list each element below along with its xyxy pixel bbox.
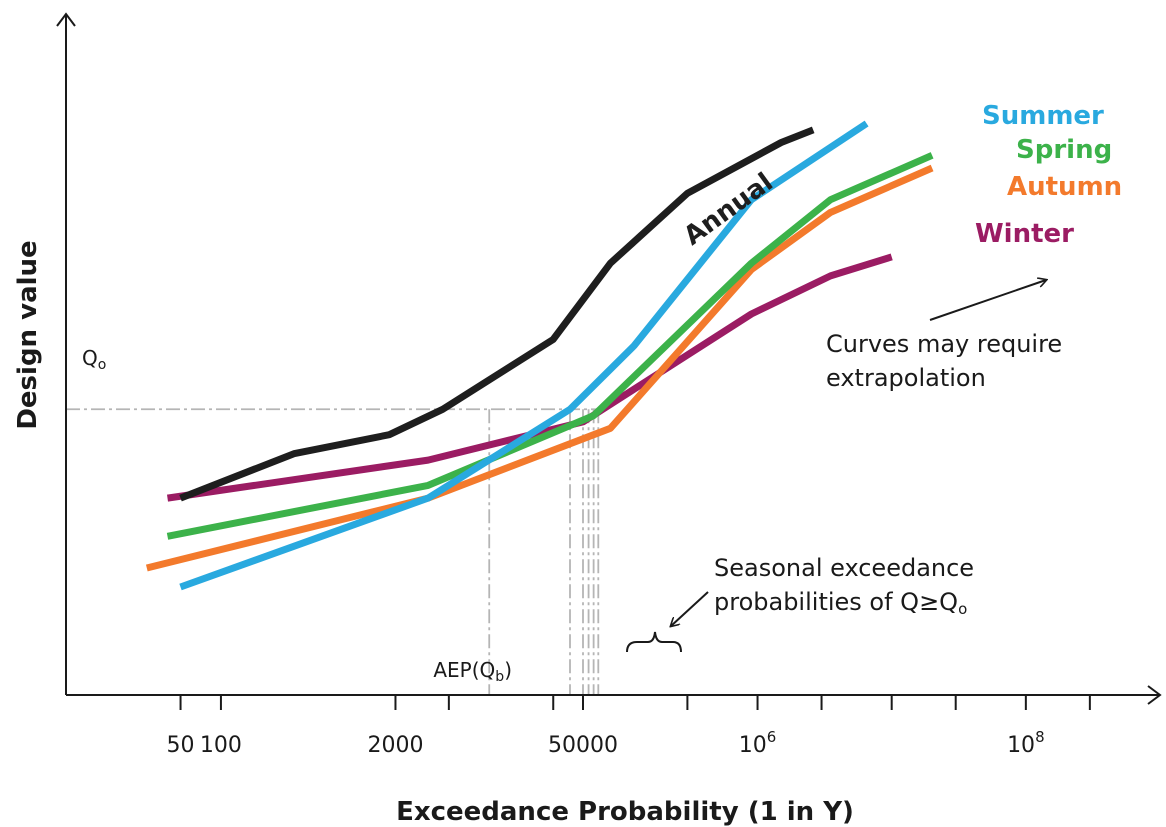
series-label-autumn: Autumn: [1007, 172, 1122, 202]
aep-label: AEP(Qb): [433, 658, 512, 685]
series-label-winter: Winter: [975, 219, 1074, 249]
x-tick-label-main-1: 100: [200, 733, 242, 758]
series-line-autumn: [145, 164, 934, 572]
reference-lines: [66, 408, 600, 695]
x-tick-label-main-4: 10: [739, 733, 767, 758]
x-tick-label-main-5: 10: [1007, 733, 1035, 758]
seasonal-annotation: Seasonal exceedance: [714, 554, 974, 582]
aep-label-prefix: AEP(Q: [433, 658, 495, 682]
seasonal-annotation-line2-sub: o: [958, 600, 967, 618]
x-tick-label-main-0: 50: [167, 733, 195, 758]
x-ticks: 50 100 2000 50000 106 108: [167, 695, 1091, 758]
x-tick-label-0: 50: [167, 733, 195, 758]
series-line-annual: [179, 126, 815, 502]
q-reference-label-main: Q: [82, 346, 98, 370]
x-tick-label-5: 108: [1007, 728, 1045, 758]
x-tick-label-4: 106: [739, 728, 777, 758]
series-label-spring: Spring: [1016, 135, 1112, 165]
x-tick-label-2: 2000: [367, 733, 423, 758]
seasonal-annotation-line2: probabilities of Q≥Q: [714, 588, 958, 616]
extrapolation-arrow: [929, 280, 1046, 321]
series-curves: [145, 120, 934, 591]
axes: [56, 12, 1162, 705]
aep-label-sub: b: [495, 669, 504, 685]
seasonal-annotation-line1: Seasonal exceedance: [714, 554, 974, 582]
series-label-annual: Annual: [678, 167, 778, 251]
seasonal-annotation-2: probabilities of Q≥Qo: [714, 588, 967, 618]
extrapolation-annotation-line1: Curves may require: [826, 330, 1062, 358]
extrapolation-annotation-line2: extrapolation: [826, 364, 986, 392]
q-reference-label-sub: o: [98, 357, 107, 373]
series-line-spring: [166, 152, 934, 540]
seasonal-arrow: [671, 591, 709, 626]
y-axis-title: Design value: [13, 240, 43, 429]
x-tick-label-1: 100: [200, 733, 242, 758]
x-tick-label-sup-5: 8: [1035, 728, 1045, 746]
x-tick-label-sup-4: 6: [767, 728, 777, 746]
series-label-summer: Summer: [982, 101, 1104, 131]
seasonal-brace: [626, 631, 682, 653]
x-tick-label-main-2: 2000: [367, 733, 423, 758]
x-axis-title: Exceedance Probability (1 in Y): [396, 797, 854, 827]
q-reference-label: Qo: [82, 346, 106, 373]
x-tick-label-3: 50000: [548, 733, 618, 758]
aep-label-suffix: ): [504, 658, 512, 682]
series-line-summer: [179, 120, 869, 591]
x-axis-arrow-icon: [1147, 685, 1162, 705]
x-tick-label-main-3: 50000: [548, 733, 618, 758]
y-axis-arrow-icon: [56, 12, 76, 27]
